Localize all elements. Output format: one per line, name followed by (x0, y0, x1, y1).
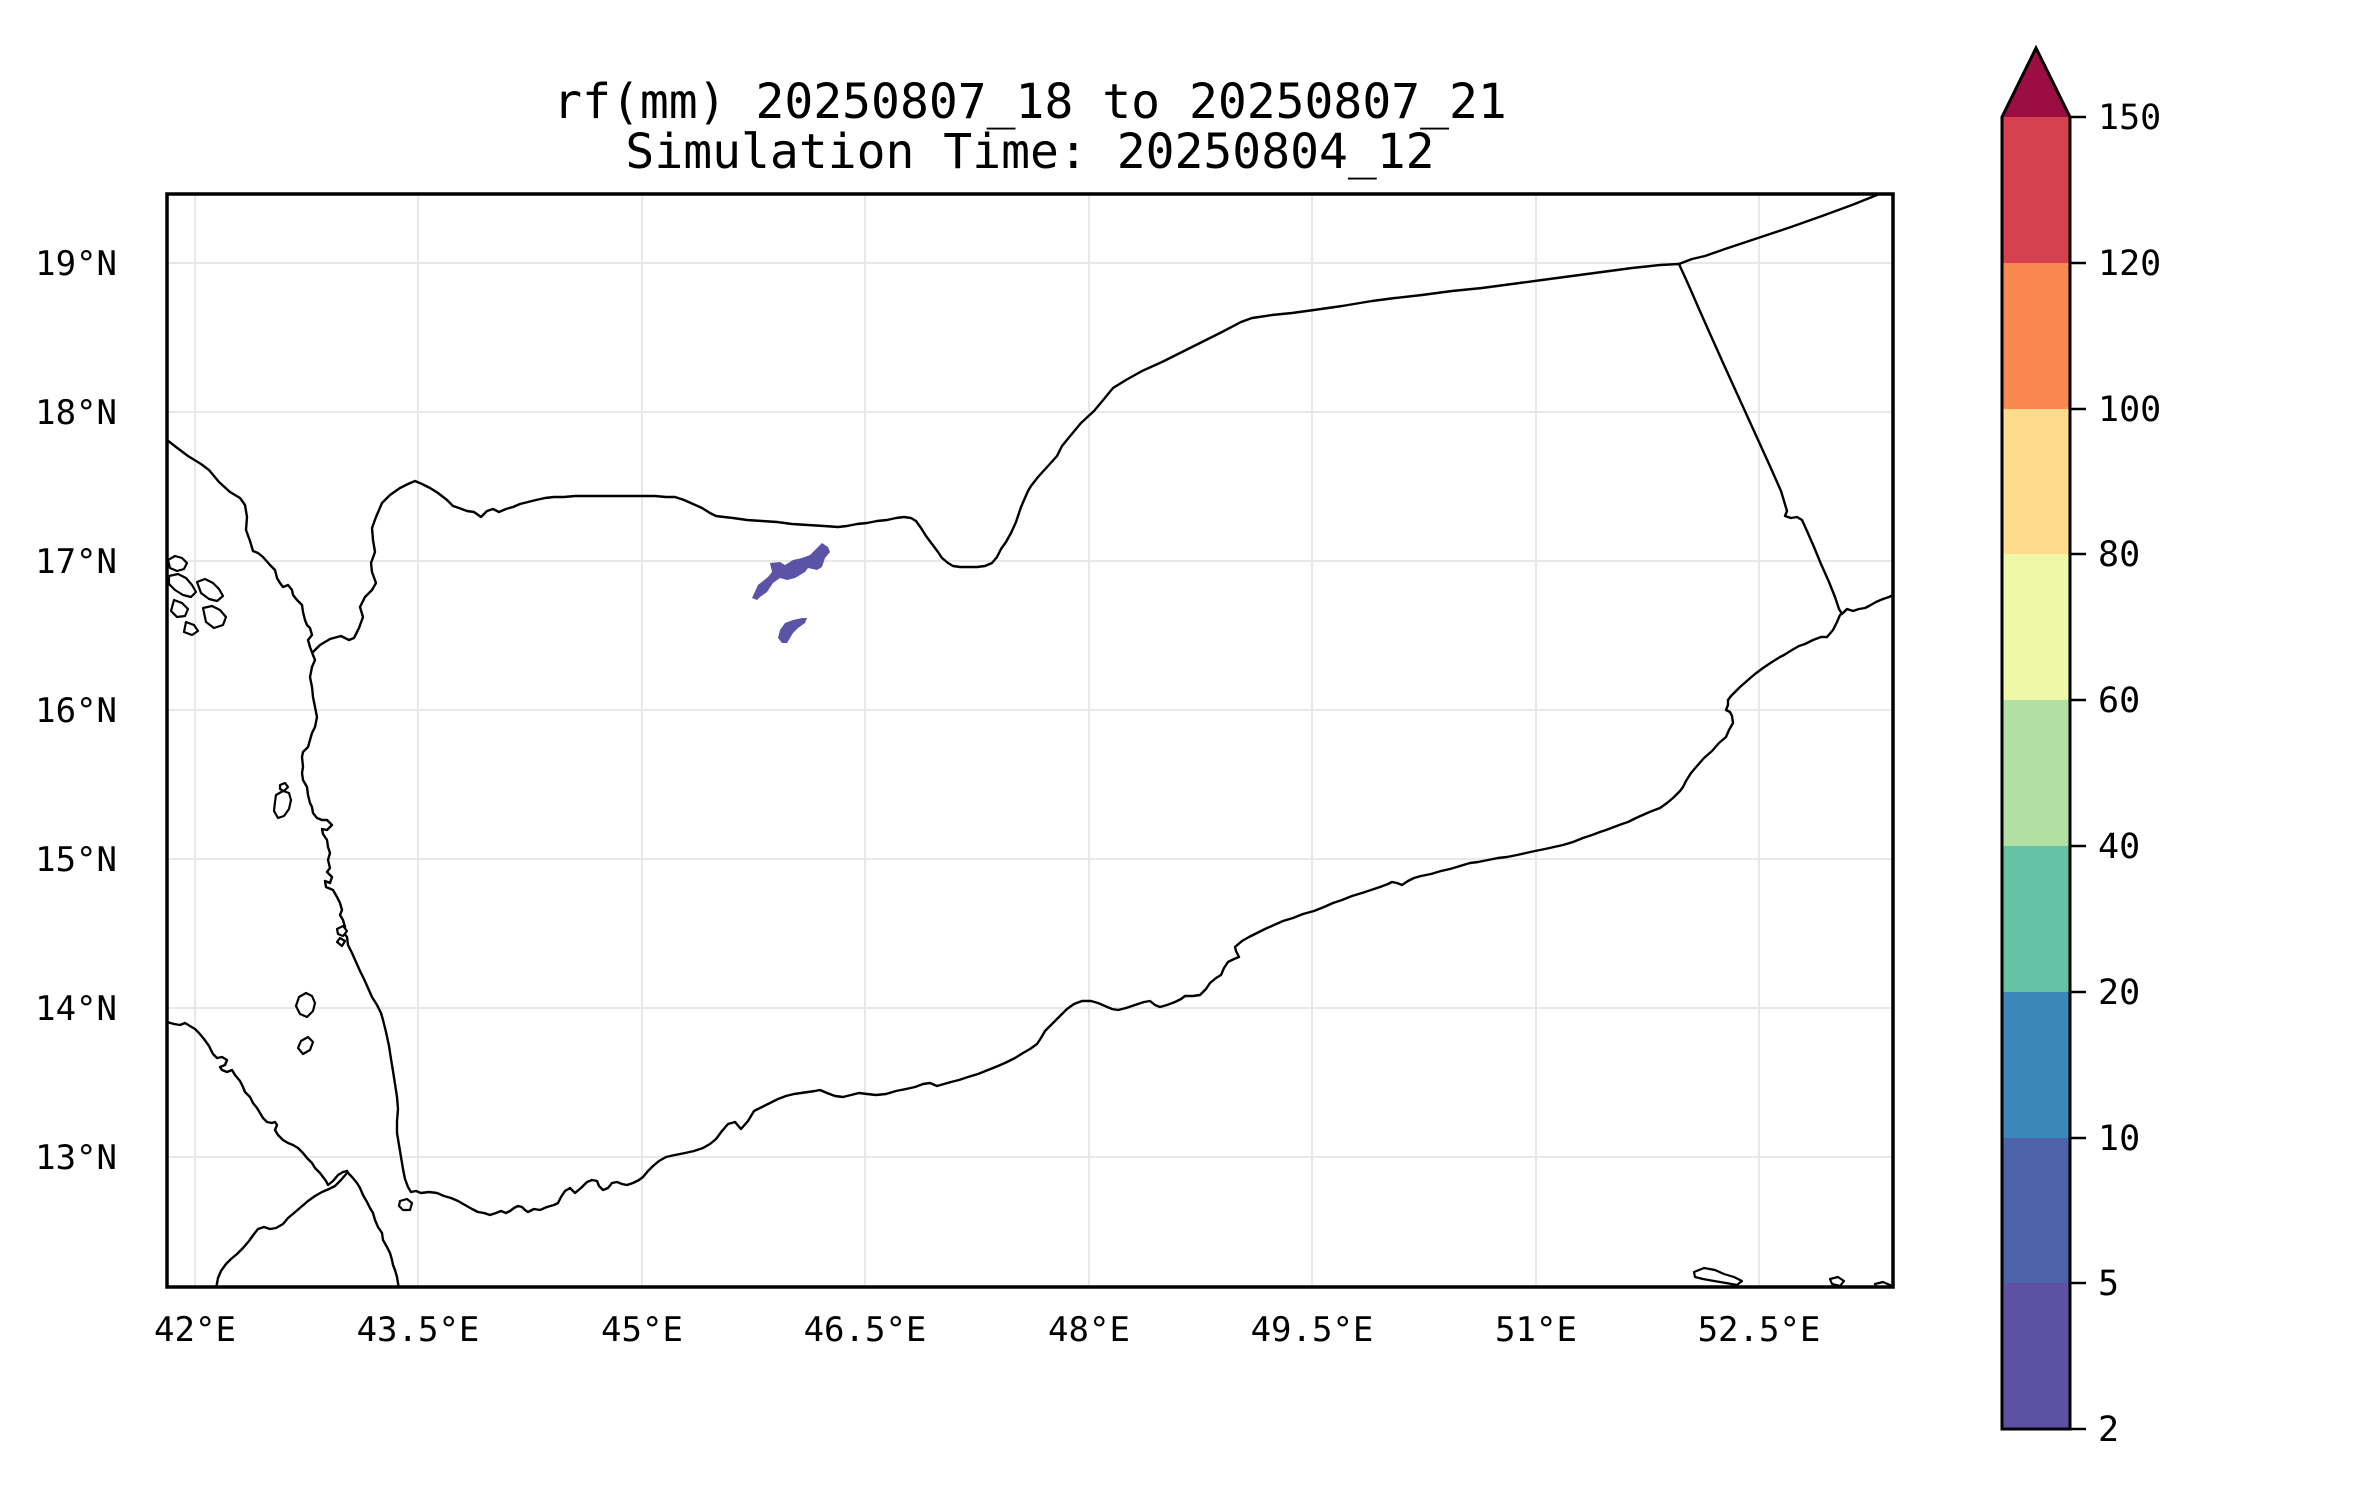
rain-patch-main (752, 543, 830, 600)
colorbar-label-10: 10 (2098, 1119, 2140, 1159)
farasan-island-4 (169, 598, 190, 619)
zubair-islet-2 (335, 936, 347, 948)
x-tick-49-5e: 49.5°E (1251, 1310, 1374, 1350)
colorbar-segment-100-120 (2002, 263, 2070, 409)
y-tick-14n: 14°N (35, 989, 117, 1029)
x-tick-42e: 42°E (154, 1310, 236, 1350)
farasan-island-6 (182, 620, 200, 637)
colorbar-segment-20-40 (2002, 846, 2070, 992)
colorbar-extend-arrow (2002, 48, 2070, 117)
y-tick-18n: 18°N (35, 393, 117, 433)
border-saudi-oman (1677, 194, 1879, 266)
islands (167, 554, 1893, 1287)
gridlines (167, 194, 1893, 1287)
y-tick-13n: 13°N (35, 1138, 117, 1178)
y-axis-tick-labels: 19°N 18°N 17°N 16°N 15°N 14°N 13°N (35, 244, 117, 1178)
x-tick-46-5e: 46.5°E (804, 1310, 927, 1350)
x-tick-51e: 51°E (1495, 1310, 1577, 1350)
kamaran-island (272, 789, 293, 820)
colorbar-label-80: 80 (2098, 535, 2140, 575)
coastline-gulf-of-tadjoura (215, 1171, 349, 1287)
farasan-island-3 (195, 577, 225, 603)
colorbar-segment-10-20 (2002, 992, 2070, 1138)
colorbar: 150 120 100 80 60 40 20 10 5 2 (2000, 44, 2161, 1450)
colorbar-label-40: 40 (2098, 827, 2140, 867)
colorbar-label-120: 120 (2098, 244, 2161, 284)
colorbar-tick-labels: 150 120 100 80 60 40 20 10 5 2 (2098, 98, 2161, 1450)
map-content (167, 194, 1893, 1287)
colorbar-label-2: 2 (2098, 1410, 2119, 1450)
islet-north-of-kamaran (278, 781, 290, 793)
y-tick-19n: 19°N (35, 244, 117, 284)
colorbar-tick-marks (2070, 115, 2086, 1431)
colorbar-label-5: 5 (2098, 1264, 2119, 1304)
coastline-africa-bab-el-mandeb (345, 1169, 400, 1287)
colorbar-outline (2000, 44, 2072, 1431)
coastline-saudi-red-sea (167, 438, 315, 657)
x-tick-52-5e: 52.5°E (1698, 1310, 1821, 1350)
colorbar-segment-80-100 (2002, 409, 2070, 554)
hanish-island-large (294, 991, 317, 1019)
coastline-yemen (300, 593, 1893, 1217)
colorbar-segment-2-5 (2002, 1283, 2070, 1429)
x-axis-tick-labels: 42°E 43.5°E 45°E 46.5°E 48°E 49.5°E 51°E… (154, 1310, 1820, 1350)
colorbar-segment-40-60 (2002, 700, 2070, 846)
colorbar-segment-120-150 (2002, 117, 2070, 263)
farasan-island-5 (201, 604, 228, 630)
hanish-island-small (296, 1035, 315, 1056)
colorbar-label-60: 60 (2098, 681, 2140, 721)
colorbar-label-20: 20 (2098, 973, 2140, 1013)
rain-patch-small (778, 618, 807, 643)
plot-title-line1: rf(mm) 20250807_18 to 20250807_21 (553, 74, 1507, 130)
colorbar-label-150: 150 (2098, 98, 2161, 138)
border-yemen-oman (1677, 262, 1844, 616)
y-tick-16n: 16°N (35, 691, 117, 731)
x-tick-43-5e: 43.5°E (357, 1310, 480, 1350)
plot-title-line2: Simulation Time: 20250804_12 (625, 124, 1434, 180)
x-tick-45e: 45°E (601, 1310, 683, 1350)
y-tick-15n: 15°N (35, 840, 117, 880)
coastline-africa-red-sea (167, 1020, 349, 1187)
colorbar-segment-60-80 (2002, 554, 2070, 700)
farasan-island-1 (167, 554, 189, 573)
x-tick-48e: 48°E (1048, 1310, 1130, 1350)
plot-frame (165, 192, 1895, 1289)
abd-al-kuri-island (1692, 1266, 1744, 1287)
zubair-islet-1 (335, 924, 349, 938)
colorbar-label-100: 100 (2098, 390, 2161, 430)
colorbar-segment-5-10 (2002, 1138, 2070, 1283)
perim-island (397, 1197, 414, 1212)
farasan-island-2 (167, 572, 198, 599)
border-saudi-yemen (311, 262, 1681, 654)
samhah-islet (1828, 1275, 1846, 1287)
y-tick-17n: 17°N (35, 542, 117, 582)
